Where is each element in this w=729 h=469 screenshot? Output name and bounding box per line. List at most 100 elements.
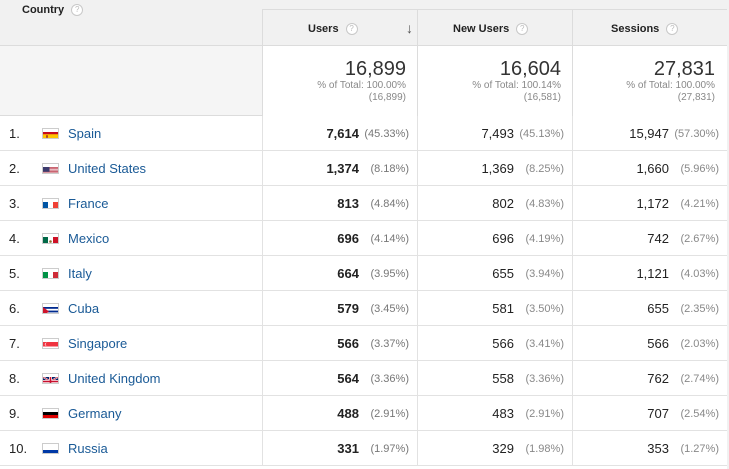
users-value: 7,614 xyxy=(326,126,359,141)
sessions-total: 27,831 % of Total: 100.00% (27,831) xyxy=(572,46,727,116)
sessions-percent: (2.54%) xyxy=(680,407,719,420)
users-total-value: 16,899 xyxy=(344,58,406,80)
users-value: 564 xyxy=(337,371,359,386)
sort-descending-icon[interactable]: ↓ xyxy=(406,20,413,36)
users-cell: 331 (1.97%) xyxy=(262,431,417,466)
table-row: 7. Singapore 566 (3.37%) 566 (3.41%) 566 (2.03%… xyxy=(0,326,729,361)
sessions-total-value: 27,831 xyxy=(653,58,715,80)
new-users-cell: 329 (1.98%) xyxy=(417,431,572,466)
table-row: 4. Mexico 696 (4.14%) 696 (4.19%) 742 (2.67%) xyxy=(0,221,729,256)
cu-flag-icon xyxy=(42,303,59,314)
totals-row: 16,899 % of Total: 100.00% (16,899) 16,6… xyxy=(0,46,729,116)
new-users-value: 802 xyxy=(492,196,514,211)
sessions-cell: 762 (2.74%) xyxy=(572,361,727,396)
new-users-percent: (45.13%) xyxy=(519,127,564,140)
row-rank: 2. xyxy=(9,161,20,176)
sessions-percent: (2.35%) xyxy=(680,302,719,315)
users-cell: 1,374 (8.18%) xyxy=(262,151,417,186)
users-total: 16,899 % of Total: 100.00% (16,899) xyxy=(262,46,417,116)
it-flag-icon xyxy=(42,268,59,279)
new-users-percent: (2.91%) xyxy=(525,407,564,420)
table-row: 1. Spain 7,614 (45.33%) 7,493 (45.13%) 15,947 (… xyxy=(0,116,729,151)
new-users-percent: (3.36%) xyxy=(525,372,564,385)
row-rank: 5. xyxy=(9,266,20,281)
country-link[interactable]: United States xyxy=(68,161,147,176)
sessions-column-header[interactable]: Sessions ? xyxy=(572,10,727,46)
country-link[interactable]: France xyxy=(68,196,109,211)
sessions-cell: 1,172 (4.21%) xyxy=(572,186,727,221)
new-users-cell: 566 (3.41%) xyxy=(417,326,572,361)
row-rank: 9. xyxy=(9,406,20,421)
users-total-percent: % of Total: 100.00% xyxy=(317,80,406,91)
country-link[interactable]: Mexico xyxy=(68,231,110,246)
users-percent: (4.14%) xyxy=(370,232,409,245)
new-users-cell: 1,369 (8.25%) xyxy=(417,151,572,186)
country-column-header[interactable]: Country ? xyxy=(22,4,84,16)
new-users-percent: (4.19%) xyxy=(525,232,564,245)
users-value: 488 xyxy=(337,406,359,421)
new-users-total-value: 16,604 xyxy=(499,58,561,80)
row-rank: 6. xyxy=(9,301,20,316)
users-percent: (3.45%) xyxy=(370,302,409,315)
new-users-percent: (3.94%) xyxy=(525,267,564,280)
new-users-header-label: New Users xyxy=(453,23,510,35)
users-percent: (2.91%) xyxy=(370,407,409,420)
new-users-column-header[interactable]: New Users ? xyxy=(417,10,572,46)
sessions-value: 742 xyxy=(647,231,669,246)
country-link[interactable]: Russia xyxy=(68,441,108,456)
new-users-cell: 581 (3.50%) xyxy=(417,291,572,326)
sessions-total-percent: % of Total: 100.00% xyxy=(626,80,715,91)
users-value: 579 xyxy=(337,301,359,316)
sessions-percent: (1.27%) xyxy=(680,442,719,455)
sg-flag-icon xyxy=(42,338,59,349)
sessions-cell: 655 (2.35%) xyxy=(572,291,727,326)
sessions-value: 655 xyxy=(647,301,669,316)
sessions-percent: (4.21%) xyxy=(680,197,719,210)
row-rank: 8. xyxy=(9,371,20,386)
new-users-value: 7,493 xyxy=(481,126,514,141)
new-users-value: 581 xyxy=(492,301,514,316)
users-percent: (4.84%) xyxy=(370,197,409,210)
sessions-percent: (5.96%) xyxy=(680,162,719,175)
users-total-base: (16,899) xyxy=(368,92,406,103)
country-link[interactable]: United Kingdom xyxy=(68,371,161,386)
row-rank: 1. xyxy=(9,126,20,141)
new-users-cell: 558 (3.36%) xyxy=(417,361,572,396)
new-users-percent: (4.83%) xyxy=(525,197,564,210)
help-icon[interactable]: ? xyxy=(516,23,529,35)
help-icon[interactable]: ? xyxy=(71,4,84,16)
row-rank: 3. xyxy=(9,196,20,211)
country-link[interactable]: Italy xyxy=(68,266,92,281)
country-link[interactable]: Cuba xyxy=(68,301,100,316)
sessions-value: 1,121 xyxy=(636,266,669,281)
sessions-percent: (57.30%) xyxy=(674,127,719,140)
users-percent: (8.18%) xyxy=(370,162,409,175)
help-icon[interactable]: ? xyxy=(345,23,358,35)
row-rank: 4. xyxy=(9,231,20,246)
table-row: 6. Cuba 579 (3.45%) 581 (3.50%) 655 (2.35%) xyxy=(0,291,729,326)
scroll-edge xyxy=(727,0,729,469)
es-flag-icon xyxy=(42,128,59,139)
new-users-value: 483 xyxy=(492,406,514,421)
new-users-cell: 7,493 (45.13%) xyxy=(417,116,572,151)
sessions-cell: 707 (2.54%) xyxy=(572,396,727,431)
help-icon[interactable]: ? xyxy=(666,23,679,35)
new-users-cell: 655 (3.94%) xyxy=(417,256,572,291)
table-row: 10. Russia 331 (1.97%) 329 (1.98%) 353 (1.27%) xyxy=(0,431,729,466)
new-users-cell: 802 (4.83%) xyxy=(417,186,572,221)
new-users-percent: (1.98%) xyxy=(525,442,564,455)
country-link[interactable]: Singapore xyxy=(68,336,128,351)
table-row: 8. United Kingdom 564 (3.36%) 558 (3.36%) 762 (… xyxy=(0,361,729,396)
new-users-total: 16,604 % of Total: 100.14% (16,581) xyxy=(417,46,572,116)
new-users-value: 696 xyxy=(492,231,514,246)
sessions-total-base: (27,831) xyxy=(677,92,715,103)
sessions-cell: 1,121 (4.03%) xyxy=(572,256,727,291)
users-column-header[interactable]: Users ? ↓ xyxy=(262,10,417,46)
users-cell: 664 (3.95%) xyxy=(262,256,417,291)
new-users-percent: (8.25%) xyxy=(525,162,564,175)
table-row: 2. United States 1,374 (8.18%) 1,369 (8.25%) 1… xyxy=(0,151,729,186)
users-percent: (3.37%) xyxy=(370,337,409,350)
country-link[interactable]: Spain xyxy=(68,126,102,141)
users-cell: 579 (3.45%) xyxy=(262,291,417,326)
country-link[interactable]: Germany xyxy=(68,406,122,421)
